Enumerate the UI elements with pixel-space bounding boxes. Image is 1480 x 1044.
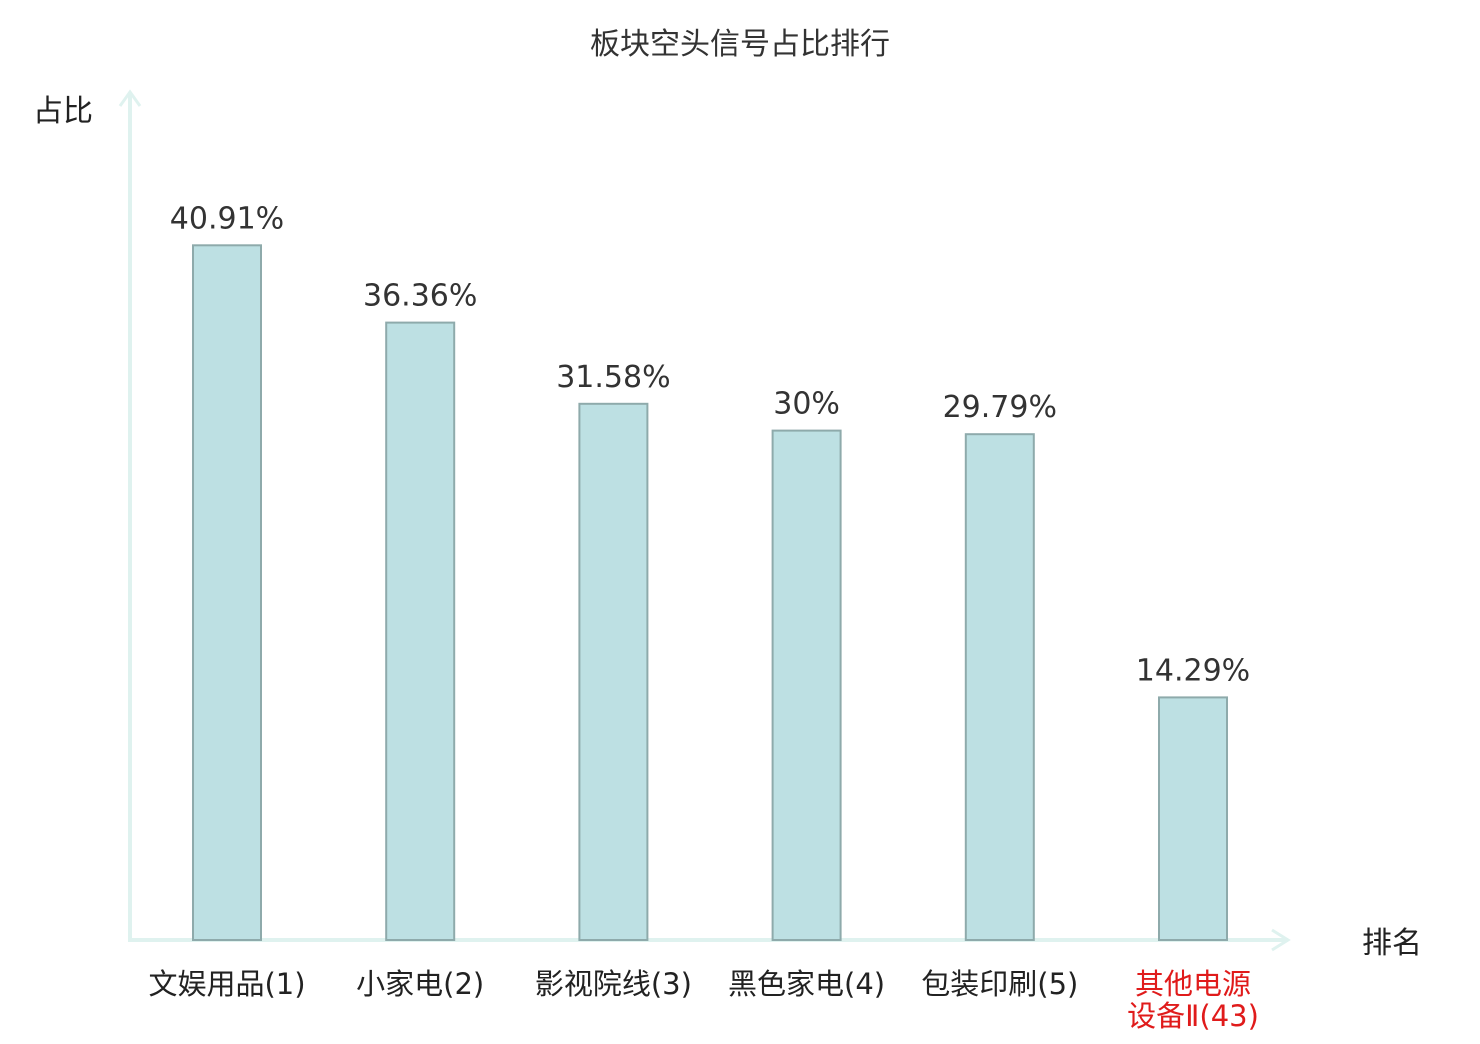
category-rank: (3) [651, 967, 692, 1001]
category-label-4: 黑色家电(4) [728, 967, 885, 1001]
category-label-5: 包装印刷(5) [921, 967, 1078, 1001]
category-label-2: 小家电(2) [356, 967, 484, 1001]
bar-3 [578, 402, 649, 941]
bar-2 [385, 321, 456, 942]
bar-1 [192, 244, 262, 942]
category-rank: (5) [1037, 967, 1078, 1001]
category-label-1: 文娱用品(1) [148, 967, 305, 1001]
category-name: 黑色家电 [728, 967, 844, 1001]
bar-6 [1158, 696, 1228, 942]
category-name: 包装印刷 [921, 967, 1037, 1001]
value-label-3: 31.58% [556, 360, 670, 395]
y-axis-arrow [118, 89, 142, 107]
value-label-1: 40.91% [170, 201, 284, 236]
bar-4 [771, 429, 842, 941]
category-label-3: 影视院线(3) [535, 967, 692, 1001]
bars-group [192, 244, 1228, 942]
value-label-4: 30% [773, 387, 840, 422]
category-rank: (43) [1199, 999, 1259, 1033]
axes [118, 89, 1291, 952]
bar-5 [964, 433, 1035, 941]
category-rank: (1) [264, 967, 305, 1001]
category-name: 影视院线 [535, 967, 651, 1001]
x-axis-label: 排名 [1362, 926, 1422, 961]
value-label-5: 29.79% [943, 390, 1057, 425]
category-name: 其他电源 [1135, 967, 1251, 1001]
category-labels-group: 文娱用品(1) 小家电(2) 影视院线(3) 黑色家电(4) 包装印刷(5) 其他电源设备… [148, 967, 1258, 1033]
value-labels-group: 40.91% 36.36% 31.58% 30% 29.79% 14.29% [170, 201, 1250, 688]
value-label-2: 36.36% [363, 279, 477, 314]
category-name: 设备Ⅱ [1127, 999, 1199, 1033]
y-axis-label: 占比 [33, 94, 93, 129]
category-name: 文娱用品 [148, 967, 264, 1001]
category-label-6: 其他电源 [1135, 967, 1251, 1001]
category-rank: (4) [844, 967, 885, 1001]
category-label-6: 设备Ⅱ(43) [1127, 999, 1259, 1033]
category-rank: (2) [443, 967, 484, 1001]
value-label-6: 14.29% [1136, 653, 1250, 688]
x-axis-arrow [1271, 928, 1291, 952]
chart-title: 板块空头信号占比排行 [590, 27, 890, 62]
category-name: 小家电 [356, 967, 443, 1001]
